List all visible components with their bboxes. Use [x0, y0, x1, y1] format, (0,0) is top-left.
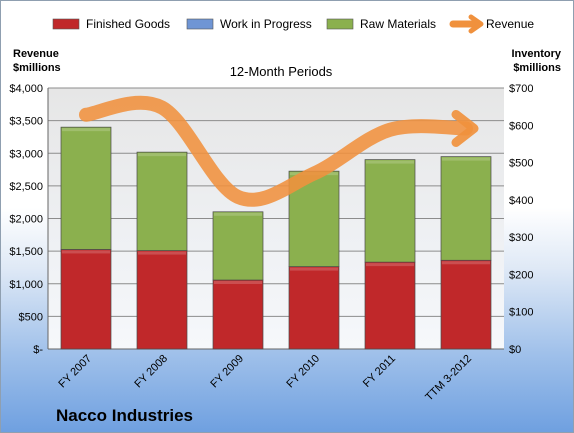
legend-label: Finished Goods — [86, 17, 170, 31]
category-label: FY 2007 — [56, 353, 94, 391]
legend-swatch-raw-materials — [326, 18, 354, 30]
bar-finished-goods — [288, 266, 340, 350]
right-axis-title-line2: $millions — [513, 62, 561, 74]
right-tick-label: $200 — [509, 269, 533, 281]
bar-finished-goods — [60, 249, 112, 350]
legend-swatch-finished-goods — [52, 18, 80, 30]
legend-label: Work in Progress — [220, 17, 312, 31]
right-tick-label: $100 — [509, 307, 533, 319]
company-name: Nacco Industries — [56, 406, 193, 425]
revenue-arrowhead-icon — [451, 109, 479, 147]
bar-finished-goods — [364, 261, 416, 350]
bar-highlight — [214, 281, 262, 285]
right-tick-label: $0 — [509, 344, 521, 356]
bar-raw-materials — [60, 126, 112, 250]
left-tick-label: $- — [33, 344, 43, 356]
left-tick-label: $3,000 — [9, 148, 43, 160]
right-tick-label: $300 — [509, 232, 533, 244]
bar-highlight — [138, 251, 186, 255]
category-label: FY 2008 — [132, 353, 170, 391]
bar-finished-goods — [212, 279, 264, 350]
left-tick-label: $3,500 — [9, 116, 43, 128]
bar-highlight — [366, 160, 414, 164]
legend-swatch-work-in-progress — [186, 18, 214, 30]
legend-arrow-icon — [468, 14, 484, 34]
bar-raw-materials — [212, 211, 264, 281]
legend-label: Revenue — [486, 17, 534, 31]
bar-highlight — [290, 267, 338, 271]
bar-finished-goods — [440, 259, 492, 350]
bar-highlight — [366, 263, 414, 267]
bar-highlight — [442, 157, 490, 161]
bar-highlight — [214, 212, 262, 216]
left-tick-label: $2,500 — [9, 181, 43, 193]
right-tick-label: $400 — [509, 195, 533, 207]
bar-raw-materials — [136, 151, 188, 251]
legend: Finished Goods Work in Progress Raw Materi… — [52, 14, 534, 34]
bar-raw-materials — [440, 156, 492, 261]
bar-highlight — [138, 153, 186, 157]
revenue-line — [79, 95, 473, 207]
left-tick-label: $4,000 — [9, 83, 43, 95]
bar-finished-goods — [136, 250, 188, 350]
right-tick-label: $700 — [509, 83, 533, 95]
chart-subtitle: 12-Month Periods — [230, 64, 333, 79]
left-axis-title-line1: Revenue — [13, 48, 59, 60]
bar-highlight — [62, 250, 110, 254]
legend-label: Raw Materials — [360, 17, 436, 31]
left-tick-label: $1,000 — [9, 279, 43, 291]
category-label: FY 2010 — [284, 353, 322, 391]
left-tick-label: $500 — [19, 311, 43, 323]
bar-raw-materials — [364, 159, 416, 263]
left-axis-title-line2: $millions — [13, 62, 61, 74]
bar-highlight — [62, 128, 110, 132]
right-axis-title-line1: Inventory — [511, 48, 561, 60]
category-label: FY 2009 — [208, 353, 246, 391]
left-tick-label: $2,000 — [9, 214, 43, 226]
category-label: FY 2011 — [361, 353, 398, 390]
bar-highlight — [442, 261, 490, 265]
right-tick-label: $500 — [509, 158, 533, 170]
right-tick-label: $600 — [509, 120, 533, 132]
left-tick-label: $1,500 — [9, 246, 43, 258]
category-label: TTM 3-2012 — [423, 353, 474, 404]
